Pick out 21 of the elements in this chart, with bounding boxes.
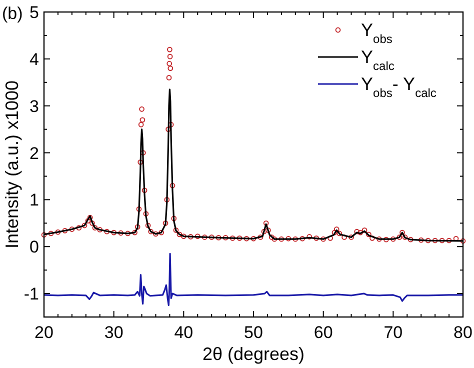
y-tick-label: 2	[30, 144, 39, 163]
y-tick-label: 1	[30, 190, 39, 210]
legend-label: Y$_{calc}$	[361, 47, 394, 73]
x-tick-label: 70	[384, 323, 403, 342]
x-tick-label: 80	[454, 323, 472, 342]
y-tick-label: 5	[30, 3, 39, 22]
legend-label: Y$_{obs}$	[361, 20, 392, 46]
line-series	[43, 252, 464, 306]
y-tick-label: 3	[30, 96, 39, 116]
y-tick-label: 0	[30, 238, 39, 257]
x-tick-label: 50	[244, 323, 263, 342]
x-tick-label: 40	[174, 323, 194, 342]
x-tick-label: 30	[104, 323, 124, 342]
x-tick-label: 60	[314, 323, 333, 342]
x-tick-label: 20	[34, 323, 54, 342]
text: (b)	[2, 4, 23, 23]
x-axis-title: 2θ (degrees)	[202, 344, 305, 364]
y-tick-label: 4	[30, 50, 39, 69]
legend-label: Y$_{obs}$- Y$_{calc}$	[361, 74, 436, 100]
y-tick-label: -1	[24, 284, 39, 304]
y-axis-title: Intensity (a.u.) x1000	[2, 80, 22, 249]
